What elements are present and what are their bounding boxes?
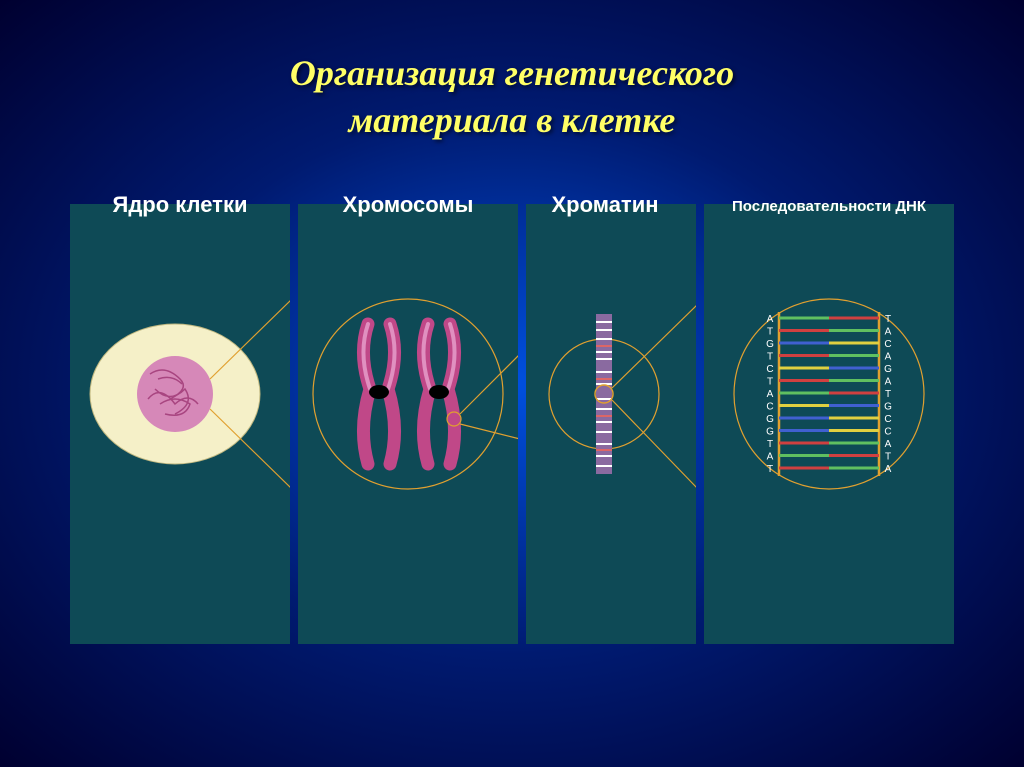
panel-nucleus: Ядро клетки: [70, 204, 290, 644]
svg-text:C: C: [884, 426, 891, 437]
svg-text:T: T: [885, 314, 891, 325]
dna-diagram: ATTAGCTACGTAATCGGCGCTAATTA: [704, 204, 954, 644]
panel-dna: Последовательности ДНК ATTAGCTACGTAATCGG…: [704, 204, 954, 644]
svg-text:C: C: [766, 401, 773, 412]
svg-text:A: A: [885, 376, 892, 387]
svg-text:T: T: [885, 451, 891, 462]
svg-text:G: G: [766, 339, 774, 350]
svg-text:G: G: [884, 364, 892, 375]
svg-text:A: A: [885, 351, 892, 362]
svg-text:G: G: [766, 426, 774, 437]
svg-text:C: C: [884, 339, 891, 350]
svg-text:G: G: [766, 414, 774, 425]
svg-text:A: A: [767, 389, 774, 400]
svg-text:A: A: [885, 464, 892, 475]
svg-text:T: T: [767, 326, 773, 337]
svg-text:A: A: [767, 314, 774, 325]
svg-text:A: A: [767, 451, 774, 462]
nucleus-diagram: [70, 204, 290, 644]
chromosomes-diagram: [298, 204, 518, 644]
svg-text:T: T: [767, 464, 773, 475]
chromatin-diagram: [526, 204, 696, 644]
svg-text:A: A: [885, 326, 892, 337]
svg-text:T: T: [767, 439, 773, 450]
svg-text:T: T: [767, 351, 773, 362]
panel-row: Ядро клетки Хромосомы: [0, 204, 1024, 644]
panel-chromatin: Хроматин: [526, 204, 696, 644]
title-line-2: материала в клетке: [349, 100, 676, 140]
svg-text:G: G: [884, 401, 892, 412]
title-line-1: Организация генетического: [290, 53, 734, 93]
svg-text:T: T: [767, 376, 773, 387]
svg-text:A: A: [885, 439, 892, 450]
svg-text:T: T: [885, 389, 891, 400]
panel-chromosomes: Хромосомы: [298, 204, 518, 644]
slide-title: Организация генетического материала в кл…: [0, 0, 1024, 144]
svg-text:C: C: [884, 414, 891, 425]
svg-text:C: C: [766, 364, 773, 375]
